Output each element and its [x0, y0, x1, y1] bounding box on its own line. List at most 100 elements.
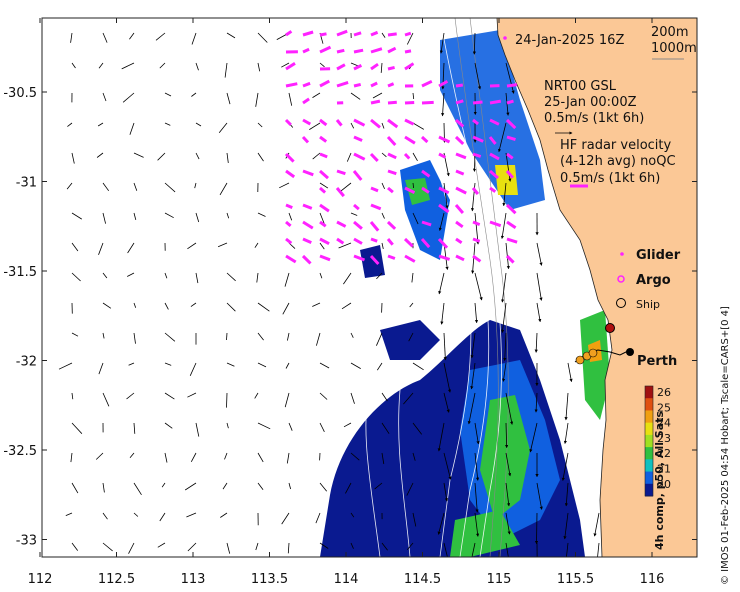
current-arrow	[187, 542, 197, 552]
current-arrow	[437, 422, 445, 452]
current-arrow	[443, 332, 447, 361]
ship-legend-label: Ship	[636, 298, 660, 311]
current-arrow	[257, 452, 264, 463]
radar-arrow	[285, 82, 298, 88]
glider-track	[574, 323, 631, 365]
current-arrow	[409, 302, 414, 308]
current-arrow	[133, 512, 139, 517]
current-arrow	[406, 32, 414, 45]
current-arrow	[164, 92, 172, 97]
current-arrow	[505, 92, 510, 116]
current-arrow	[164, 422, 173, 429]
depth-1000-label: 1000m	[651, 41, 697, 56]
radar-arrow	[336, 237, 345, 245]
current-arrow	[97, 122, 104, 127]
current-arrow	[127, 272, 135, 277]
current-arrow	[126, 392, 135, 400]
current-arrow	[467, 392, 476, 425]
current-arrow	[226, 422, 229, 429]
lon-tick-label: 114	[334, 572, 359, 587]
colorbar-segment	[645, 459, 653, 473]
current-arrow	[257, 422, 271, 430]
lon-tick-label: 115	[487, 572, 512, 587]
current-arrow	[257, 302, 270, 312]
radar-arrow	[353, 82, 362, 88]
radar-arrow	[488, 136, 497, 145]
radar-arrow	[370, 99, 381, 105]
radar-arrow	[369, 254, 380, 266]
radar-title-label: HF radar velocity	[560, 138, 672, 153]
current-arrow	[226, 542, 231, 554]
lon-tick-label: 114.5	[404, 572, 441, 587]
radar-arrow	[489, 152, 500, 161]
current-arrow	[190, 452, 197, 462]
current-arrow	[128, 542, 135, 554]
radar-arrow	[319, 79, 330, 88]
current-arrow	[70, 452, 73, 463]
current-arrow	[500, 212, 507, 240]
current-arrow	[226, 332, 228, 341]
radar-arrow	[421, 169, 431, 178]
current-arrow	[350, 392, 355, 404]
colorbar-segment	[645, 483, 653, 497]
current-arrow	[505, 512, 511, 535]
radar-arrow	[404, 186, 416, 194]
glider-marker-1	[575, 355, 585, 365]
current-arrow	[257, 152, 264, 162]
colorbar-segment	[645, 422, 653, 436]
current-arrow	[282, 302, 290, 315]
current-arrow	[279, 182, 290, 189]
date-label: 24-Jan-2025 16Z	[515, 33, 624, 48]
radar-arrow	[421, 186, 430, 194]
current-arrow	[98, 362, 104, 375]
radar-arrow	[387, 46, 397, 54]
current-arrow	[474, 272, 483, 301]
current-arrow	[226, 272, 236, 282]
current-arrow	[71, 62, 76, 69]
current-arrow	[195, 212, 200, 223]
latitude-axis: -30.5 -31 -31.5 -32 -32.5 -33	[3, 86, 697, 549]
current-arrow	[257, 32, 268, 43]
current-arrow	[319, 362, 330, 369]
current-arrow	[376, 362, 383, 371]
radar-arrow	[489, 99, 502, 105]
current-arrow	[226, 392, 228, 408]
sst-patch-small	[360, 245, 385, 278]
current-arrow	[470, 332, 476, 359]
radar-arrow	[285, 30, 293, 37]
radar-arrow	[336, 29, 348, 37]
radar-arrow	[353, 152, 366, 161]
coastline	[496, 18, 613, 557]
current-arrow	[319, 272, 323, 279]
current-arrow	[374, 482, 383, 490]
current-arrow	[563, 422, 569, 445]
current-arrow	[288, 92, 293, 106]
radar-arrow	[353, 48, 364, 54]
lat-tick-label: -31.5	[3, 265, 37, 280]
current-arrow	[254, 242, 259, 248]
radar-arrow	[403, 152, 411, 160]
current-arrow	[164, 122, 171, 126]
current-arrow	[164, 332, 176, 342]
radar-arrow	[386, 238, 394, 246]
current-arrow	[376, 272, 383, 280]
current-arrow	[412, 92, 415, 100]
radar-arrow	[387, 254, 396, 260]
current-arrow	[195, 152, 200, 160]
current-arrow	[164, 182, 176, 193]
radar-arrow	[353, 64, 363, 71]
radar-arrow	[472, 237, 481, 243]
current-arrow	[286, 452, 290, 464]
current-arrow	[281, 62, 290, 68]
colorbar-segment	[645, 471, 653, 485]
current-arrow	[102, 392, 110, 407]
radar-arrow	[302, 30, 314, 37]
radar-arrow	[302, 203, 313, 210]
hf-radar-arrows	[284, 29, 518, 266]
radar-arrow	[506, 152, 514, 160]
current-arrow	[226, 362, 235, 367]
current-arrow	[195, 422, 200, 437]
radar-arrow	[472, 100, 483, 105]
current-arrow	[474, 452, 480, 481]
current-arrow	[187, 392, 197, 398]
